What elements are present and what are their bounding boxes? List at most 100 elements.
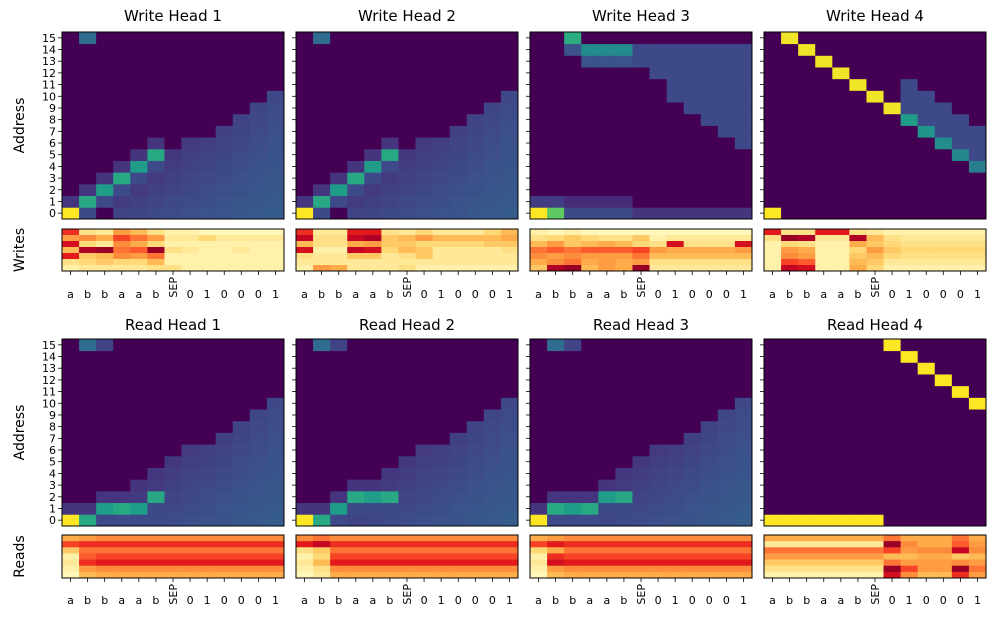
heatmap-cell	[164, 374, 182, 387]
heatmap-cell	[79, 102, 97, 115]
heatmap-cell	[717, 183, 736, 197]
heatmap-cell	[181, 409, 200, 422]
heatmap-cell	[113, 455, 131, 468]
x-tick-label: 1	[906, 594, 913, 607]
strip-cell	[483, 253, 502, 260]
heatmap-cell	[215, 183, 234, 197]
strip-cell	[232, 541, 251, 548]
heatmap-cell	[364, 43, 382, 56]
heatmap-cell	[164, 183, 182, 197]
heatmap-cell	[96, 397, 114, 410]
heatmap-cell	[347, 160, 365, 173]
strip-cell	[364, 553, 382, 560]
strip-cell	[968, 547, 987, 554]
heatmap-cell	[649, 137, 668, 150]
heatmap-cell	[781, 78, 799, 91]
heatmap-cell	[849, 78, 867, 91]
strip-cell	[598, 241, 616, 248]
strip-cell	[215, 259, 234, 266]
strip-cell	[866, 565, 884, 573]
heatmap-cell	[147, 514, 165, 527]
heatmap-cell	[449, 409, 468, 422]
heatmap-cell	[917, 490, 936, 504]
heatmap-cell	[883, 339, 902, 352]
heatmap-cell	[364, 160, 382, 173]
heatmap-cell	[62, 113, 80, 126]
strip-cell	[415, 553, 434, 560]
address-tick-label: 8	[49, 421, 56, 434]
heatmap-cell	[849, 455, 867, 468]
strip-cell	[415, 559, 434, 567]
heatmap-cell	[364, 172, 382, 185]
heatmap-cell	[330, 113, 348, 126]
heatmap-cell	[764, 432, 782, 445]
heatmap-cell	[466, 350, 485, 363]
heatmap-cell	[313, 420, 331, 433]
heatmap-cell	[615, 195, 633, 208]
heatmap-cell	[632, 137, 650, 150]
heatmap-cell	[398, 113, 416, 126]
heatmap-cell	[968, 432, 987, 445]
heatmap-cell	[683, 362, 702, 375]
strip-cell	[581, 559, 599, 567]
strip-cell	[249, 535, 268, 542]
heatmap-cell	[449, 502, 468, 515]
heatmap-cell	[96, 479, 114, 492]
heatmap-cell	[164, 32, 182, 45]
heatmap-cell	[917, 32, 936, 45]
heatmap-cell	[62, 160, 80, 173]
heatmap-cell	[347, 102, 365, 115]
heatmap-cell	[164, 148, 182, 161]
strip-cell	[232, 235, 251, 242]
heatmap-cell	[849, 32, 867, 45]
strip-cell	[266, 547, 285, 554]
heatmap-cell	[815, 32, 833, 45]
strip-cell	[598, 235, 616, 242]
heatmap-cell	[717, 148, 736, 161]
heatmap-cell	[900, 467, 919, 480]
strip-cell	[734, 559, 753, 567]
heatmap-cell	[530, 455, 548, 468]
heatmap-cell	[815, 409, 833, 422]
heatmap-cell	[181, 32, 200, 45]
heatmap-cell	[215, 409, 234, 422]
heatmap-cell	[717, 397, 736, 410]
heatmap-cell	[364, 207, 382, 220]
heatmap-cell	[798, 374, 816, 387]
heatmap-cell	[564, 374, 582, 387]
heatmap-cell	[347, 362, 365, 375]
heatmap-cell	[215, 67, 234, 80]
heatmap-cell	[632, 78, 650, 91]
heatmap-cell	[934, 385, 953, 398]
heatmap-cell	[598, 397, 616, 410]
heatmap-cell	[483, 339, 502, 352]
address-tick-label: 15	[42, 339, 56, 352]
strip-cell	[764, 547, 782, 554]
heatmap-cell	[530, 102, 548, 115]
x-tick-label: SEP	[401, 277, 414, 298]
heatmap-cell	[215, 172, 234, 185]
heatmap-cell	[130, 55, 148, 68]
strip-cell	[381, 559, 399, 567]
heatmap-cell	[147, 397, 165, 410]
heatmap-cell	[483, 102, 502, 115]
heatmap-cell	[79, 207, 97, 220]
heatmap-cell	[147, 362, 165, 375]
heatmap-cell	[449, 148, 468, 161]
x-tick-label: a	[820, 594, 827, 607]
heatmap-cell	[581, 43, 599, 56]
heatmap-cell	[249, 397, 268, 410]
x-tick-label: a	[301, 288, 308, 301]
heatmap-cell	[781, 374, 799, 387]
strip-cell	[734, 229, 753, 236]
heatmap-cell	[832, 514, 850, 527]
heatmap-cell	[649, 350, 668, 363]
heatmap-cell	[968, 102, 987, 115]
heatmap-cell	[798, 490, 816, 504]
heatmap-cell	[415, 385, 434, 398]
strip-cell	[398, 229, 416, 236]
heatmap-cell	[649, 102, 668, 115]
heatmap-cell	[951, 195, 970, 208]
strip-cell	[198, 547, 217, 554]
strip-cell	[815, 247, 833, 254]
